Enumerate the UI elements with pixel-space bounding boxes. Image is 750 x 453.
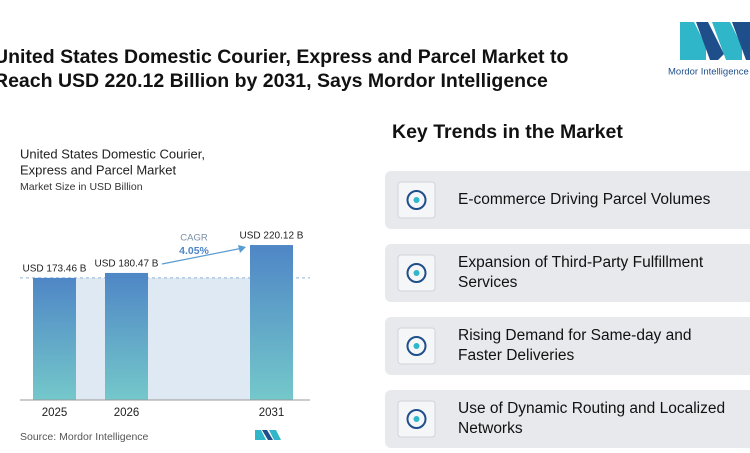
trend-text: Expansion of Third-Party Fulfillment [458,254,704,271]
bar [105,272,148,400]
small-logo [255,430,281,440]
trend-icon [406,190,427,210]
trend-card [385,244,750,302]
chart-subtitle: Market Size in USD Billion [20,181,143,193]
trend-text: E-commerce Driving Parcel Volumes [458,191,711,208]
trend-icon [413,343,420,349]
cagr-arrowhead [238,245,246,253]
trend-icon [413,197,420,203]
trend-icon [413,270,420,276]
trend-icon [406,409,427,429]
trend-card [385,171,750,229]
value-label: USD 180.47 B [95,259,159,270]
cagr-label: CAGR [180,233,208,244]
chart-title: United States Domestic Courier, [20,146,205,161]
chart-title: Express and Parcel Market [20,162,176,177]
x-tick-label: 2026 [114,407,140,419]
trends-title: Key Trends in the Market [392,121,623,143]
trend-card [385,390,750,448]
trend-text: Faster Deliveries [458,347,575,364]
trend-icon [406,263,427,283]
trend-text: Use of Dynamic Routing and Localized [458,400,725,417]
trend-text: Rising Demand for Same-day and [458,327,691,344]
trend-icon [413,416,420,422]
trend-text: Services [458,274,518,291]
bar [33,277,76,400]
logo [680,22,750,60]
trend-text: Networks [458,420,523,437]
cagr-arrow [161,247,244,265]
trends-list: E-commerce Driving Parcel Volumes Expansi… [385,171,750,448]
value-label: USD 220.12 B [240,231,304,242]
trend-card [385,317,750,375]
value-label: USD 173.46 B [23,264,87,275]
chart: USD 173.46 B 2025 USD 180.47 B 2026 USD 220.… [20,231,310,419]
trend-icon [406,336,427,356]
headline: United States Domestic Courier, Express … [0,46,568,68]
headline: Reach USD 220.12 Billion by 2031, Says M… [0,70,548,92]
x-tick-label: 2025 [42,407,68,419]
logo-text: Mordor Intelligence [668,67,749,78]
cagr-value: 4.05% [179,245,209,257]
bar [250,245,293,400]
source: Source: Mordor Intelligence [20,431,149,443]
x-tick-label: 2031 [259,407,285,419]
shaded-region [76,277,250,400]
